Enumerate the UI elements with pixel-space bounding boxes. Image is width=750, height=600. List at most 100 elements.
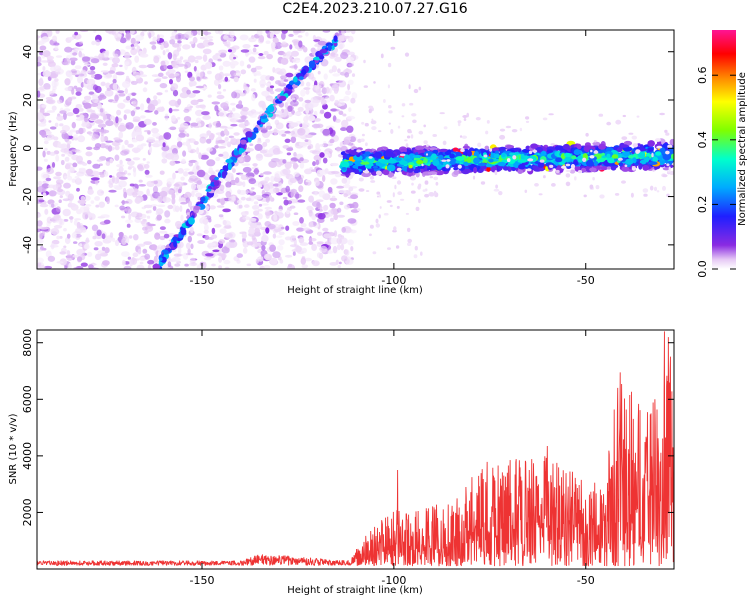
noise-blob (84, 214, 88, 220)
noise-blob (138, 166, 144, 172)
noise-blob (67, 150, 73, 157)
noise-blob (127, 143, 134, 148)
band-blob (555, 157, 563, 163)
colorbar-tick-label: 0.0 (696, 260, 709, 278)
noise-blob (203, 257, 212, 261)
colorbar-label: Normalized spectral amplitude (737, 72, 748, 226)
noise-blob (475, 117, 481, 121)
noise-blob (297, 106, 304, 112)
noise-blob (44, 208, 49, 215)
band-blob (364, 148, 373, 153)
noise-blob (265, 138, 271, 143)
noise-blob (47, 255, 56, 262)
noise-blob (126, 124, 130, 129)
band-blob (554, 145, 565, 151)
noise-blob (526, 168, 532, 172)
noise-blob (389, 204, 393, 208)
noise-blob (71, 149, 81, 152)
noise-blob (317, 40, 327, 46)
noise-blob (232, 168, 236, 173)
noise-blob (615, 119, 622, 125)
noise-blob (250, 88, 256, 92)
band-blob (576, 143, 582, 149)
streak-blob (172, 236, 178, 242)
noise-blob (69, 200, 73, 204)
noise-blob (666, 163, 670, 166)
noise-blob (263, 253, 273, 261)
noise-blob (59, 195, 63, 199)
snr-y-tick-label: 6000 (21, 385, 34, 413)
noise-blob (401, 115, 405, 118)
noise-blob (50, 66, 56, 72)
noise-blob (172, 53, 177, 61)
noise-blob (75, 91, 82, 96)
noise-blob (56, 99, 63, 104)
noise-blob (485, 130, 489, 135)
noise-blob (96, 189, 105, 196)
noise-blob (179, 56, 184, 60)
noise-blob (420, 251, 423, 256)
noise-blob (37, 186, 45, 193)
noise-blob (617, 157, 623, 161)
noise-blob (74, 65, 82, 70)
noise-blob (463, 118, 467, 121)
band-blob (569, 169, 576, 174)
noise-blob (153, 78, 162, 83)
noise-blob (152, 122, 157, 126)
noise-blob (376, 191, 381, 195)
noise-blob (363, 170, 370, 174)
noise-blob (86, 251, 93, 257)
noise-blob (230, 137, 237, 143)
noise-blob (86, 70, 91, 73)
noise-blob (293, 171, 300, 177)
noise-blob (72, 107, 80, 115)
noise-blob (300, 223, 307, 228)
noise-blob (343, 139, 350, 145)
noise-blob (230, 63, 236, 69)
noise-blob (665, 132, 670, 136)
noise-blob (151, 244, 157, 251)
noise-blob (179, 92, 189, 99)
noise-blob (140, 220, 146, 225)
noise-blob (298, 185, 304, 193)
noise-blob (56, 115, 64, 121)
noise-blob (130, 110, 136, 117)
noise-blob (51, 88, 56, 94)
noise-blob (158, 230, 168, 234)
noise-blob (183, 171, 189, 177)
band-blob (592, 141, 601, 146)
noise-blob (316, 241, 324, 245)
noise-blob (274, 88, 284, 92)
noise-blob (196, 165, 200, 170)
noise-blob (303, 87, 311, 91)
band-blob (400, 148, 407, 153)
noise-blob (348, 63, 354, 67)
noise-blob (322, 157, 328, 164)
noise-blob (186, 212, 191, 216)
noise-blob (410, 190, 416, 194)
noise-blob (127, 166, 132, 170)
noise-blob (217, 139, 226, 144)
noise-blob (204, 35, 214, 39)
noise-blob (258, 203, 263, 207)
noise-blob (37, 56, 42, 63)
noise-blob (211, 263, 216, 267)
noise-blob (253, 168, 259, 175)
noise-blob (155, 212, 162, 216)
noise-blob (50, 228, 60, 235)
noise-blob (284, 161, 292, 169)
noise-blob (201, 216, 207, 219)
noise-blob (319, 152, 325, 158)
noise-blob (423, 140, 428, 145)
noise-blob (519, 127, 523, 132)
colorbar-tick-label: 0.6 (696, 66, 709, 84)
noise-blob (182, 44, 191, 50)
noise-blob (118, 176, 128, 180)
noise-blob (193, 66, 197, 72)
noise-blob (405, 143, 409, 148)
noise-blob (285, 185, 291, 193)
noise-blob (169, 39, 176, 45)
noise-blob (94, 119, 104, 124)
noise-blob (511, 129, 518, 133)
noise-blob (314, 191, 318, 196)
